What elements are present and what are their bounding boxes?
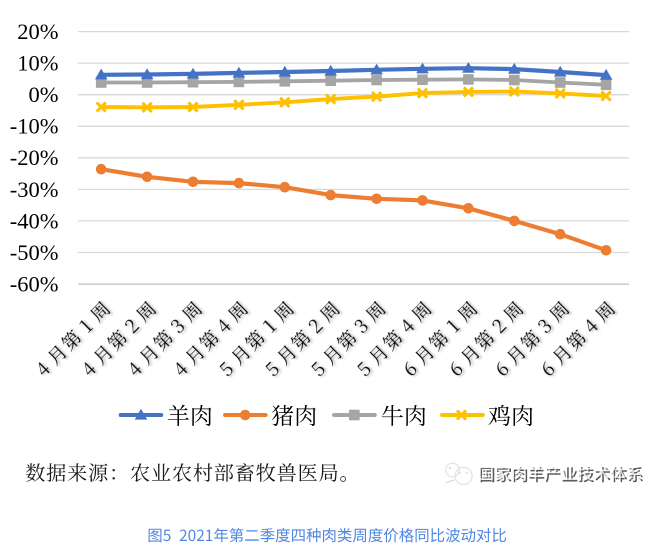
svg-text:-60%: -60%: [10, 272, 59, 297]
svg-text:-20%: -20%: [10, 145, 59, 170]
svg-text:-50%: -50%: [10, 240, 59, 265]
svg-text:-40%: -40%: [10, 208, 59, 233]
svg-text:-10%: -10%: [10, 114, 59, 139]
svg-text:-30%: -30%: [10, 177, 59, 202]
svg-text:20%: 20%: [17, 19, 58, 44]
svg-text:10%: 10%: [17, 51, 58, 76]
svg-text:0%: 0%: [29, 82, 59, 107]
